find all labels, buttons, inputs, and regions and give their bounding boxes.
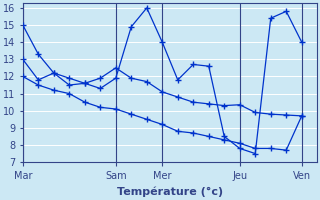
X-axis label: Température (°c): Température (°c) <box>117 187 223 197</box>
